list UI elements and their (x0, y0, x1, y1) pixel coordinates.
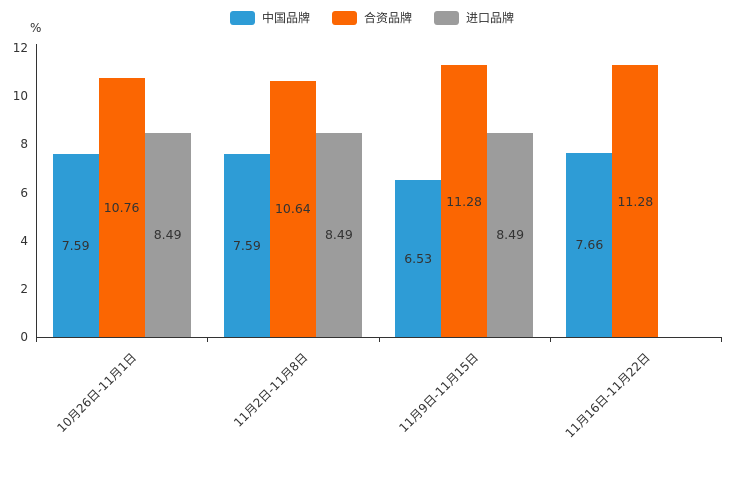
x-axis-tick (721, 337, 722, 342)
legend-swatch-icon (434, 11, 459, 25)
y-axis-tick-label: 0 (20, 330, 28, 344)
y-axis-tick-label: 4 (20, 233, 28, 248)
x-axis-label: 11月9日-11月15日 (396, 350, 482, 436)
y-axis-tick-label: 8 (20, 137, 28, 152)
y-axis-line (36, 44, 37, 338)
bar-进口品牌-0[interactable]: 8.49 (144, 132, 191, 337)
bar-合资品牌-3[interactable]: 11.28 (612, 65, 659, 337)
x-axis-label: 10月26日-11月1日 (54, 350, 139, 436)
bar-合资品牌-1[interactable]: 10.64 (269, 80, 316, 337)
bar-value-label: 10.76 (103, 199, 140, 215)
x-axis-tick (549, 337, 551, 342)
bar-中国品牌-3[interactable]: 7.66 (566, 152, 613, 337)
x-axis-tick (207, 337, 209, 342)
x-axis-tick (378, 337, 380, 342)
bar-value-label: 7.66 (575, 237, 604, 253)
legend-label: 中国品牌 (261, 11, 310, 25)
y-axis-unit-label: % (30, 21, 42, 35)
legend-label: 进口品牌 (466, 11, 515, 25)
bar-value-label: 11.28 (617, 193, 654, 209)
bar-中国品牌-1[interactable]: 7.59 (223, 154, 270, 337)
bar-value-label: 8.49 (496, 227, 525, 243)
bar-value-label: 8.49 (324, 227, 353, 243)
legend: 中国品牌 合资品牌 进口品牌 (0, 10, 744, 26)
legend-item-合资品牌[interactable]: 合资品牌 (331, 10, 412, 26)
bar-value-label: 8.49 (153, 227, 182, 243)
bar-合资品牌-0[interactable]: 10.76 (98, 77, 145, 337)
bar-中国品牌-0[interactable]: 7.59 (52, 154, 99, 337)
bar-value-label: 10.64 (274, 201, 311, 217)
legend-item-进口品牌[interactable]: 进口品牌 (434, 10, 514, 26)
x-axis-label: 11月2日-11月8日 (230, 350, 311, 430)
y-axis-tick-label: 12 (12, 41, 28, 55)
bar-value-label: 7.59 (61, 238, 90, 254)
legend-swatch-icon (331, 11, 357, 25)
bar-进口品牌-2[interactable]: 8.49 (487, 132, 534, 337)
y-axis-tick-label: 2 (20, 281, 28, 296)
bar-value-label: 7.59 (232, 238, 261, 254)
x-axis-label: 11月16日-11月22日 (562, 350, 653, 441)
legend-swatch-icon (229, 11, 255, 25)
legend-label: 合资品牌 (363, 11, 412, 25)
bar-中国品牌-2[interactable]: 6.53 (395, 179, 442, 337)
y-axis-tick-label: 6 (20, 185, 28, 200)
bar-value-label: 11.28 (446, 193, 483, 209)
bar-进口品牌-1[interactable]: 8.49 (315, 132, 362, 337)
bar-value-label: 6.53 (404, 250, 433, 266)
y-axis-tick-label: 10 (12, 89, 28, 104)
bar-合资品牌-2[interactable]: 11.28 (441, 65, 488, 337)
legend-item-中国品牌[interactable]: 中国品牌 (229, 10, 310, 26)
x-axis-tick (36, 337, 37, 342)
